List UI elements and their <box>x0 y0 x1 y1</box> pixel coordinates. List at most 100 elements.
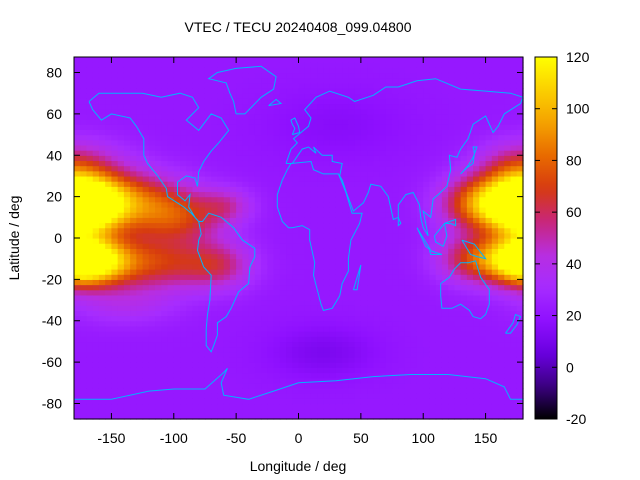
heatmap-cell <box>136 269 144 275</box>
heatmap-cell <box>248 77 256 84</box>
heatmap-cell <box>510 393 518 399</box>
heatmap-cell <box>298 310 306 317</box>
heatmap-cell <box>454 77 462 84</box>
heatmap-cell <box>360 165 368 172</box>
heatmap-cell <box>148 134 156 141</box>
heatmap-cell <box>130 72 137 79</box>
heatmap-cell <box>491 82 499 89</box>
heatmap-cell <box>360 315 368 322</box>
heatmap-cell <box>310 160 318 167</box>
heatmap-cell <box>392 403 399 410</box>
heatmap-cell <box>510 108 518 115</box>
heatmap-cell <box>86 341 94 348</box>
heatmap-cell <box>186 253 194 260</box>
heatmap-cell <box>192 82 200 89</box>
heatmap-cell <box>223 222 231 229</box>
heatmap-cell <box>161 124 169 130</box>
heatmap-cell <box>473 284 480 291</box>
heatmap-cell <box>329 72 337 79</box>
heatmap-cell <box>192 382 200 389</box>
heatmap-cell <box>485 181 493 187</box>
heatmap-cell <box>373 129 381 136</box>
heatmap-cell <box>86 139 94 146</box>
heatmap-cell <box>117 72 125 79</box>
heatmap-cell <box>354 108 362 115</box>
heatmap-cell <box>111 201 119 208</box>
heatmap-cell <box>211 175 219 182</box>
heatmap-cell <box>273 119 281 125</box>
heatmap-cell <box>373 238 381 244</box>
heatmap-cell <box>404 227 412 234</box>
heatmap-cell <box>173 93 181 99</box>
heatmap-cell <box>148 243 156 249</box>
heatmap-cell <box>248 382 256 389</box>
heatmap-cell <box>111 253 119 260</box>
heatmap-cell <box>117 212 125 218</box>
heatmap-cell <box>217 325 225 332</box>
heatmap-cell <box>298 134 306 141</box>
heatmap-cell <box>229 77 237 84</box>
heatmap-cell <box>310 248 318 255</box>
heatmap-cell <box>130 294 137 301</box>
heatmap-cell <box>211 113 219 120</box>
heatmap-cell <box>310 150 318 156</box>
heatmap-cell <box>485 403 493 410</box>
heatmap-cell <box>204 217 212 224</box>
heatmap-cell <box>429 227 437 234</box>
heatmap-cell <box>448 186 456 193</box>
heatmap-cell <box>242 222 250 229</box>
heatmap-cell <box>448 155 456 162</box>
heatmap-cell <box>510 113 518 120</box>
heatmap-cell <box>211 387 219 394</box>
heatmap-cell <box>180 103 187 110</box>
heatmap-cell <box>136 398 144 405</box>
heatmap-cell <box>236 144 243 151</box>
heatmap-cell <box>105 88 113 94</box>
heatmap-cell <box>479 201 487 208</box>
heatmap-cell <box>348 274 356 280</box>
heatmap-cell <box>466 408 474 415</box>
heatmap-cell <box>273 57 281 63</box>
heatmap-cell <box>261 362 268 368</box>
heatmap-cell <box>466 336 474 343</box>
heatmap-cell <box>441 62 449 68</box>
heatmap-cell <box>123 336 131 343</box>
heatmap-cell <box>180 191 187 198</box>
heatmap-cell <box>111 196 119 203</box>
heatmap-cell <box>304 77 312 84</box>
heatmap-cell <box>392 191 399 198</box>
heatmap-cell <box>236 150 243 156</box>
heatmap-cell <box>385 170 393 177</box>
heatmap-cell <box>329 67 337 74</box>
heatmap-cell <box>204 346 212 353</box>
heatmap-cell <box>92 222 100 229</box>
heatmap-cell <box>229 82 237 89</box>
heatmap-cell <box>123 227 131 234</box>
heatmap-cell <box>473 238 480 244</box>
heatmap-cell <box>429 222 437 229</box>
heatmap-cell <box>142 62 150 68</box>
heatmap-cell <box>198 403 206 410</box>
heatmap-cell <box>261 305 268 311</box>
heatmap-cell <box>491 367 499 374</box>
heatmap-cell <box>473 222 480 229</box>
heatmap-cell <box>130 248 137 255</box>
heatmap-cell <box>410 93 418 99</box>
heatmap-cell <box>123 274 131 280</box>
heatmap-cell <box>92 356 100 363</box>
heatmap-cell <box>479 289 487 296</box>
heatmap-cell <box>367 98 374 105</box>
heatmap-cell <box>254 201 262 208</box>
heatmap-cell <box>261 165 268 172</box>
heatmap-cell <box>416 196 424 203</box>
heatmap-cell <box>80 351 88 358</box>
heatmap-cell <box>479 356 487 363</box>
heatmap-cell <box>117 320 125 327</box>
heatmap-cell <box>211 284 219 291</box>
heatmap-cell <box>304 119 312 125</box>
heatmap-cell <box>80 377 88 384</box>
heatmap-cell <box>273 356 281 363</box>
heatmap-cell <box>192 134 200 141</box>
heatmap-cell <box>279 320 287 327</box>
heatmap-cell <box>273 320 281 327</box>
